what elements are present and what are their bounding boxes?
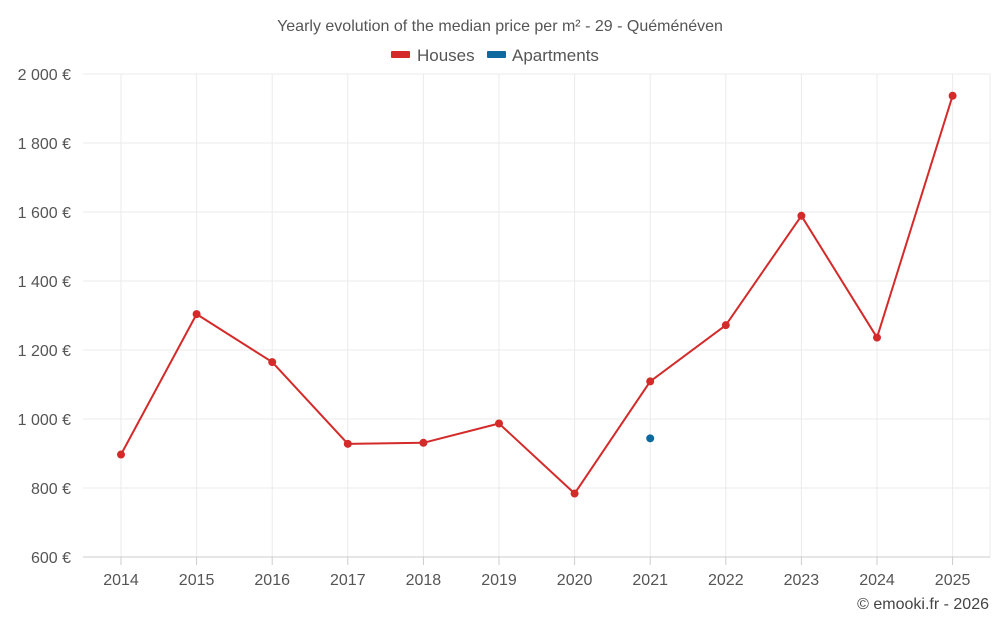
x-tick-label: 2015 [179,572,215,589]
data-point-houses[interactable] [343,439,352,448]
legend: Houses Apartments [391,46,599,65]
x-tick-label: 2020 [557,572,593,589]
x-tick-label: 2014 [103,572,139,589]
x-tick-label: 2016 [254,572,290,589]
data-point-houses[interactable] [948,91,957,100]
credit-text: © emooki.fr - 2026 [857,596,989,613]
chart-title: Yearly evolution of the median price per… [277,18,723,35]
legend-label-apartments: Apartments [512,46,599,65]
y-tick-label: 800 € [31,481,71,498]
x-tick-label: 2017 [330,572,366,589]
legend-item-houses[interactable]: Houses [391,46,475,65]
data-point-houses[interactable] [192,310,201,319]
x-tick-label: 2021 [632,572,668,589]
legend-swatch-houses [391,51,410,58]
data-point-houses[interactable] [495,419,503,428]
data-point-apartments[interactable] [646,434,655,443]
x-tick-label: 2023 [784,572,820,589]
y-tick-label: 1 800 € [18,136,71,153]
x-tick-label: 2025 [935,572,971,589]
x-tick-label: 2018 [406,572,442,589]
data-point-houses[interactable] [873,333,881,342]
x-tick-label: 2022 [708,572,744,589]
x-tick-label: 2024 [859,572,895,589]
legend-label-houses: Houses [417,46,475,65]
series [117,91,957,498]
data-point-houses[interactable] [419,438,428,447]
grid [83,73,991,557]
series-line-houses [120,95,954,495]
y-axis-ticks: 2 000 € 1 800 € 1 600 € 1 400 € 1 200 € 1 000… [18,67,71,567]
data-point-houses[interactable] [268,358,277,367]
y-tick-label: 1 600 € [18,205,71,222]
data-point-houses[interactable] [646,377,655,386]
legend-swatch-apartments [487,51,506,58]
data-point-houses[interactable] [721,321,730,330]
y-tick-label: 1 400 € [18,274,71,291]
y-tick-label: 1 200 € [18,343,71,360]
x-axis-ticks: 2014 2015 2016 2017 2018 2019 2020 2021 2022 2023… [103,572,970,589]
y-tick-label: 2 000 € [18,67,71,84]
y-tick-label: 1 000 € [18,412,71,429]
data-point-houses[interactable] [117,450,125,459]
axes [83,556,990,565]
x-tick-label: 2019 [481,572,517,589]
legend-item-apartments[interactable]: Apartments [487,46,599,65]
y-tick-label: 600 € [31,550,71,567]
data-point-houses[interactable] [797,211,806,220]
data-point-houses[interactable] [570,489,579,498]
